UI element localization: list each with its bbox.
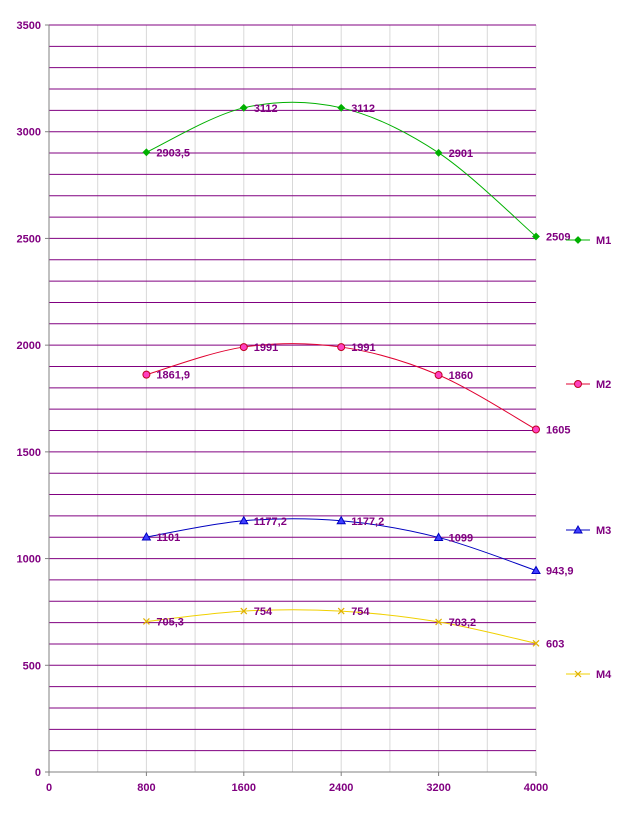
data-point-m4 [435,618,443,626]
legend-label: M3 [596,525,611,537]
legend-entry-m3: M3 [566,524,611,537]
data-point-m2 [239,343,248,352]
data-label-m1: 3112 [351,103,375,115]
legend-entry-m4: M4 [566,669,612,681]
x-marker-stroke [337,607,345,615]
y-tick-label: 3000 [17,127,41,139]
data-point-m4 [532,639,540,647]
grid-lines [49,24,537,772]
x-marker-stroke [142,618,150,625]
data-label-m4: 703,2 [449,617,477,629]
y-tick-label: 2000 [17,340,41,352]
y-tick-label: 0 [35,767,41,779]
data-point-m3 [531,565,541,575]
data-point-m1 [434,148,443,157]
data-point-m2 [142,370,151,379]
data-label-m2: 1605 [546,424,570,436]
data-label-m4: 754 [254,606,273,618]
data-point-m3 [336,515,347,525]
x-tick-label: 800 [137,782,155,794]
data-label-m1: 2901 [449,148,473,160]
data-label-m3: 1099 [449,532,473,544]
data-label-m3: 1101 [156,532,180,544]
data-point-m2 [434,371,443,380]
data-label-m1: 3112 [254,103,278,115]
x-axis-tick-labels: 0 800 1600 2400 3200 4000 [46,782,548,794]
x-marker-stroke [240,607,248,615]
data-point-m4 [142,618,150,625]
series-m4: 705,3 754 754 703,2 603 [142,606,564,650]
series-m2: 1861,9 1991 1991 1860 1605 [142,342,570,436]
legend-entry-m1: M1 [566,235,611,247]
legend-marker [574,236,582,244]
data-point-m2 [532,425,540,434]
series-m3: 1101 1177,2 1177,2 1099 943,9 [141,515,574,578]
x-tick-label: 2400 [329,782,353,794]
series-m1: 2903,5 3112 3112 2901 2509 [142,101,570,244]
legend-label: M2 [596,379,611,391]
data-label-m4: 705,3 [156,616,184,628]
data-label-m2: 1861,9 [156,370,190,382]
x-marker-stroke [532,639,540,647]
y-axis-tick-labels: 0 500 1000 1500 2000 2500 3000 3500 [17,20,41,779]
x-marker-stroke [574,670,582,678]
y-tick-label: 2500 [17,233,41,245]
x-tick-label: 4000 [524,782,548,794]
y-tick-label: 3500 [17,20,41,32]
axes [45,24,537,776]
x-marker-stroke [435,618,443,626]
data-label-m2: 1991 [254,342,278,354]
data-label-m4: 754 [351,606,370,618]
legend-marker [573,524,583,534]
x-tick-label: 1600 [232,782,256,794]
data-label-m1: 2903,5 [156,147,190,159]
x-tick-label: 0 [46,782,52,794]
data-label-m2: 1991 [351,342,375,354]
data-point-m3 [238,515,249,525]
legend: M1 M2 M3 M4 [566,235,612,681]
data-label-m1: 2509 [546,232,570,244]
series-group: 2903,5 3112 3112 2901 2509 1861,9 1991 1991 1860… [141,101,574,650]
data-point-m3 [433,532,444,541]
data-point-m2 [337,343,346,352]
data-point-m1 [532,232,540,241]
data-point-m1 [142,148,151,157]
data-point-m4 [240,607,248,615]
x-tick-label: 3200 [426,782,450,794]
legend-label: M4 [596,669,612,681]
legend-marker [574,670,582,678]
data-label-m3: 943,9 [546,566,574,578]
y-tick-label: 1500 [17,447,41,459]
y-tick-label: 500 [23,660,41,672]
data-label-m3: 1177,2 [254,516,287,528]
legend-entry-m2: M2 [566,379,611,391]
data-point-m4 [337,607,345,615]
y-tick-label: 1000 [17,554,41,566]
data-point-m3 [141,532,152,541]
legend-label: M1 [596,235,611,247]
data-label-m4: 603 [546,638,564,650]
legend-marker [574,380,582,388]
data-point-m1 [239,103,248,112]
data-label-m3: 1177,2 [351,516,384,528]
data-label-m2: 1860 [449,370,473,382]
data-point-m1 [337,103,346,112]
